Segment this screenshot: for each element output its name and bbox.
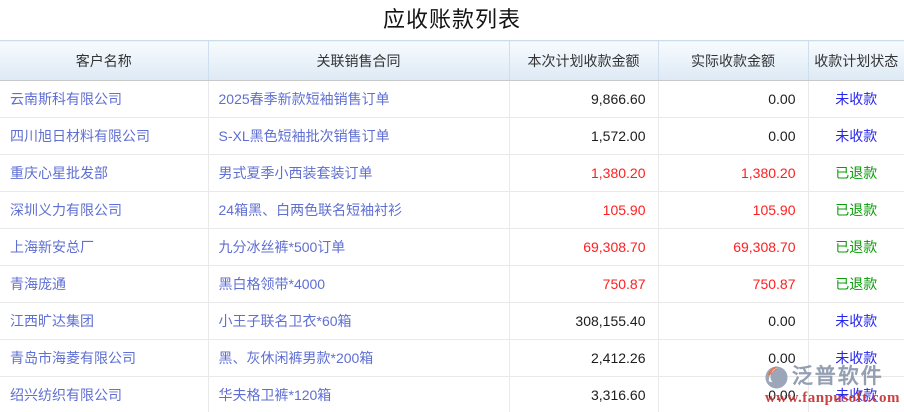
column-header-planned-amount: 本次计划收款金额: [509, 40, 659, 81]
customer-name-link[interactable]: 绍兴纺织有限公司: [0, 376, 209, 412]
table-row: 青海庞通 黑白格领带*4000 750.87 750.87 已退款: [0, 265, 904, 303]
contract-name-link[interactable]: S-XL黑色短袖批次销售订单: [208, 117, 510, 155]
actual-amount-value: 0.00: [658, 80, 809, 118]
customer-name-link[interactable]: 江西旷达集团: [0, 302, 209, 340]
status-badge: 未收款: [808, 117, 904, 155]
planned-amount-value: 3,316.60: [509, 376, 659, 412]
status-badge: 已退款: [808, 265, 904, 303]
table-row: 重庆心星批发部 男式夏季小西装套装订单 1,380.20 1,380.20 已退…: [0, 154, 904, 192]
customer-name-link[interactable]: 深圳义力有限公司: [0, 191, 209, 229]
actual-amount-value: 69,308.70: [658, 228, 809, 266]
customer-name-link[interactable]: 青岛市海菱有限公司: [0, 339, 209, 377]
status-badge: 未收款: [808, 302, 904, 340]
status-badge: 未收款: [808, 376, 904, 412]
customer-name-link[interactable]: 重庆心星批发部: [0, 154, 209, 192]
contract-name-link[interactable]: 黑白格领带*4000: [208, 265, 510, 303]
customer-name-link[interactable]: 青海庞通: [0, 265, 209, 303]
table-row: 深圳义力有限公司 24箱黑、白两色联名短袖衬衫 105.90 105.90 已退…: [0, 191, 904, 229]
table-header-row: 客户名称 关联销售合同 本次计划收款金额 实际收款金额 收款计划状态: [0, 40, 904, 81]
planned-amount-value: 105.90: [509, 191, 659, 229]
actual-amount-value: 1,380.20: [658, 154, 809, 192]
status-badge: 未收款: [808, 80, 904, 118]
planned-amount-value: 750.87: [509, 265, 659, 303]
status-badge: 未收款: [808, 339, 904, 377]
planned-amount-value: 1,380.20: [509, 154, 659, 192]
planned-amount-value: 2,412.26: [509, 339, 659, 377]
actual-amount-value: 750.87: [658, 265, 809, 303]
status-badge: 已退款: [808, 191, 904, 229]
contract-name-link[interactable]: 24箱黑、白两色联名短袖衬衫: [208, 191, 510, 229]
contract-name-link[interactable]: 2025春季新款短袖销售订单: [208, 80, 510, 118]
table-row: 青岛市海菱有限公司 黑、灰休闲裤男款*200箱 2,412.26 0.00 未收…: [0, 339, 904, 377]
table-row: 云南斯科有限公司 2025春季新款短袖销售订单 9,866.60 0.00 未收…: [0, 80, 904, 118]
status-badge: 已退款: [808, 154, 904, 192]
contract-name-link[interactable]: 黑、灰休闲裤男款*200箱: [208, 339, 510, 377]
receivables-table: 客户名称 关联销售合同 本次计划收款金额 实际收款金额 收款计划状态 云南斯科有…: [0, 40, 904, 412]
column-header-contract: 关联销售合同: [208, 40, 510, 81]
actual-amount-value: 0.00: [658, 339, 809, 377]
customer-name-link[interactable]: 四川旭日材料有限公司: [0, 117, 209, 155]
table-row: 绍兴纺织有限公司 华夫格卫裤*120箱 3,316.60 0.00 未收款: [0, 376, 904, 412]
page-title: 应收账款列表: [382, 7, 521, 32]
table-row: 上海新安总厂 九分冰丝裤*500订单 69,308.70 69,308.70 已…: [0, 228, 904, 266]
contract-name-link[interactable]: 小王子联名卫衣*60箱: [208, 302, 510, 340]
actual-amount-value: 105.90: [658, 191, 809, 229]
column-header-customer: 客户名称: [0, 40, 209, 81]
actual-amount-value: 0.00: [658, 302, 809, 340]
planned-amount-value: 308,155.40: [509, 302, 659, 340]
actual-amount-value: 0.00: [658, 117, 809, 155]
column-header-actual-amount: 实际收款金额: [658, 40, 809, 81]
table-row: 江西旷达集团 小王子联名卫衣*60箱 308,155.40 0.00 未收款: [0, 302, 904, 340]
customer-name-link[interactable]: 上海新安总厂: [0, 228, 209, 266]
planned-amount-value: 9,866.60: [509, 80, 659, 118]
table-row: 四川旭日材料有限公司 S-XL黑色短袖批次销售订单 1,572.00 0.00 …: [0, 117, 904, 155]
planned-amount-value: 69,308.70: [509, 228, 659, 266]
planned-amount-value: 1,572.00: [509, 117, 659, 155]
contract-name-link[interactable]: 男式夏季小西装套装订单: [208, 154, 510, 192]
status-badge: 已退款: [808, 228, 904, 266]
actual-amount-value: 0.00: [658, 376, 809, 412]
contract-name-link[interactable]: 华夫格卫裤*120箱: [208, 376, 510, 412]
contract-name-link[interactable]: 九分冰丝裤*500订单: [208, 228, 510, 266]
column-header-plan-status: 收款计划状态: [808, 40, 904, 81]
customer-name-link[interactable]: 云南斯科有限公司: [0, 80, 209, 118]
